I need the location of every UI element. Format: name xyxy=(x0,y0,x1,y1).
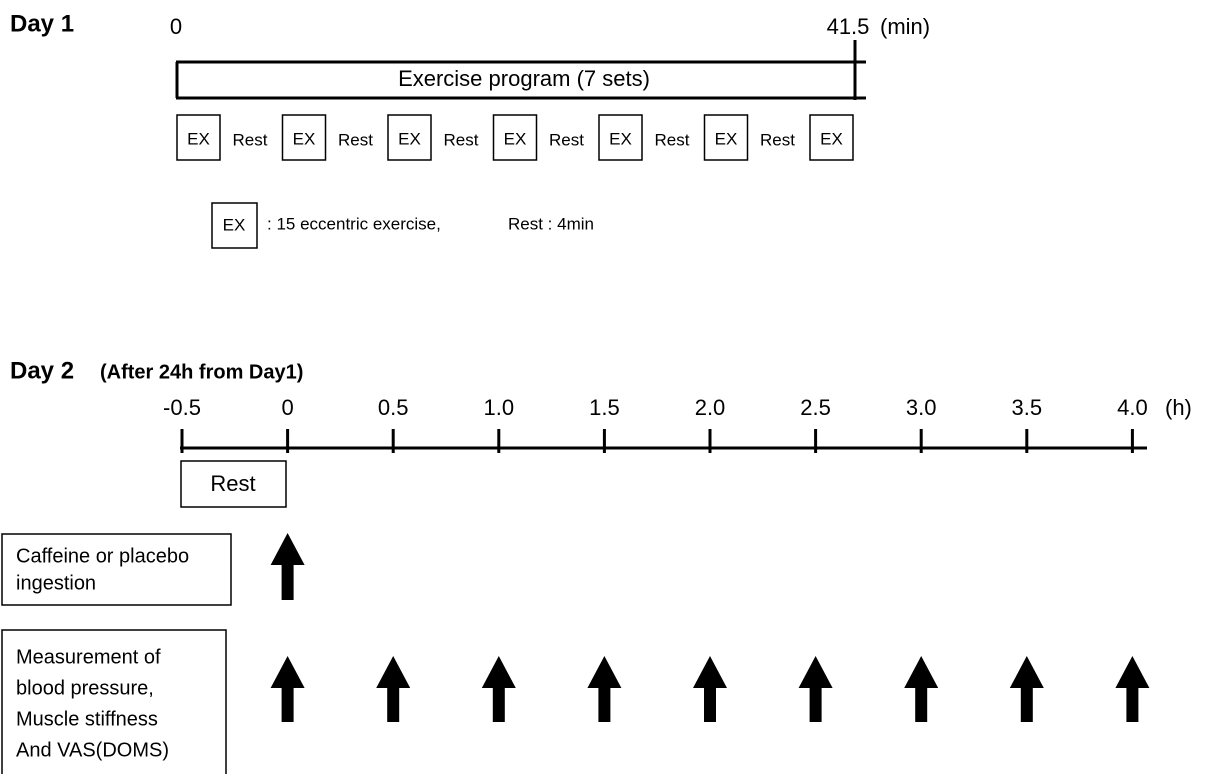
tick-label: 3.5 xyxy=(1012,395,1043,420)
measurement-box xyxy=(1,629,227,774)
measurement-label: blood pressure, xyxy=(16,677,154,699)
caffeine-label: ingestion xyxy=(16,572,96,594)
ex-label: EX xyxy=(504,129,527,148)
day1-title: Day 1 xyxy=(10,10,74,37)
rest-box xyxy=(180,460,287,508)
measurement-label: Measurement of xyxy=(16,646,161,668)
arrow xyxy=(904,656,939,722)
ex-label: EX xyxy=(820,129,843,148)
ex-box xyxy=(598,114,643,161)
legend-box-label: EX xyxy=(223,215,246,234)
legend-text: : 15 eccentric exercise, xyxy=(267,214,441,233)
ex-box xyxy=(281,114,327,161)
ex-label: EX xyxy=(293,129,316,148)
rest-label: Rest xyxy=(338,130,373,149)
rest-label: Rest xyxy=(655,130,690,149)
tick-label: 2.5 xyxy=(800,395,831,420)
arrow xyxy=(1115,656,1150,722)
caffeine-box xyxy=(1,533,232,606)
arrow xyxy=(270,656,305,722)
ex-label: EX xyxy=(609,129,632,148)
tick-label: 0.5 xyxy=(378,395,409,420)
rest-label: Rest xyxy=(444,130,479,149)
arrow xyxy=(693,656,727,722)
rest-label: Rest xyxy=(233,130,268,149)
measurement-label: Muscle stiffness xyxy=(16,708,158,730)
caffeine-label: Caffeine or placebo xyxy=(16,545,189,567)
day2-unit: (h) xyxy=(1165,395,1192,420)
ex-label: EX xyxy=(187,129,210,148)
rest-label: Rest xyxy=(549,130,584,149)
ex-box xyxy=(703,114,749,161)
arrow xyxy=(798,656,833,722)
day1-start: 0 xyxy=(170,14,182,39)
ex-box xyxy=(176,114,221,161)
tick-label: 1.0 xyxy=(484,395,515,420)
ex-label: EX xyxy=(715,129,738,148)
tick-label: 3.0 xyxy=(906,395,937,420)
tick-label: -0.5 xyxy=(163,395,201,420)
legend-rest: Rest : 4min xyxy=(508,214,594,233)
tick-label: 4.0 xyxy=(1117,395,1148,420)
tick-label: 2.0 xyxy=(695,395,726,420)
program-label: Exercise program (7 sets) xyxy=(398,66,650,91)
arrow xyxy=(270,533,305,600)
ex-box xyxy=(809,114,854,161)
measurement-label: And VAS(DOMS) xyxy=(16,739,169,761)
tick-label: 1.5 xyxy=(589,395,620,420)
day2-subtitle: (After 24h from Day1) xyxy=(100,361,303,383)
tick-label: 0 xyxy=(281,395,293,420)
day2-title: Day 2 xyxy=(10,357,74,384)
ex-box xyxy=(387,114,432,161)
day1-end: 41.5 xyxy=(827,14,870,39)
ex-label: EX xyxy=(398,129,421,148)
rest-label: Rest xyxy=(760,130,795,149)
rest-label: Rest xyxy=(210,471,255,496)
day1-unit: (min) xyxy=(880,14,930,39)
arrow xyxy=(587,656,622,722)
legend-box xyxy=(211,202,258,249)
arrow xyxy=(1009,656,1044,722)
ex-box xyxy=(492,114,538,161)
arrow xyxy=(481,656,516,722)
arrow xyxy=(376,656,411,722)
